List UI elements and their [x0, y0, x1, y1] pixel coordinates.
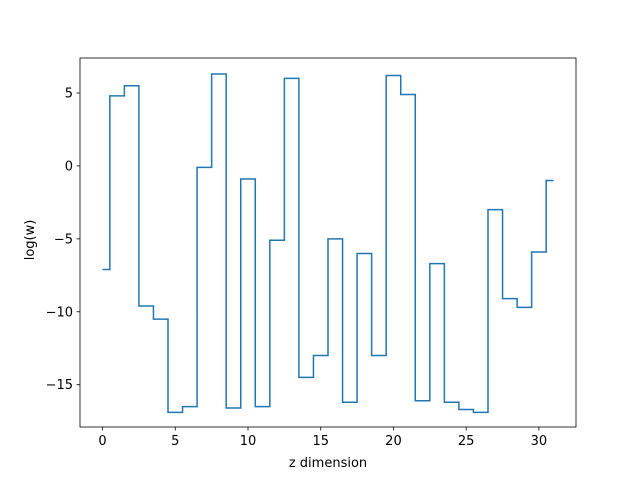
x-axis: 0 5 10 15 20 25 30: [98, 427, 547, 449]
x-tick-label: 0: [98, 434, 106, 449]
y-axis: −15 −10 −5 0 5: [46, 87, 80, 393]
y-tick-label: −10: [46, 305, 73, 320]
axes-frame: [79, 57, 577, 428]
x-tick-label: 25: [458, 434, 475, 449]
x-tick-label: 10: [240, 434, 257, 449]
y-tick-label: −5: [54, 232, 73, 247]
series-line: [102, 73, 554, 414]
x-tick-label: 20: [385, 434, 402, 449]
x-tick-label: 15: [312, 434, 329, 449]
x-tick-label: 30: [531, 434, 548, 449]
y-tick-label: 0: [65, 159, 73, 174]
y-axis-label: log(w): [23, 220, 38, 261]
y-tick-label: −15: [46, 378, 73, 393]
x-axis-label: z dimension: [289, 456, 367, 471]
plot-area: [79, 57, 577, 428]
x-tick-label: 5: [171, 434, 179, 449]
y-tick-label: 5: [65, 87, 73, 102]
